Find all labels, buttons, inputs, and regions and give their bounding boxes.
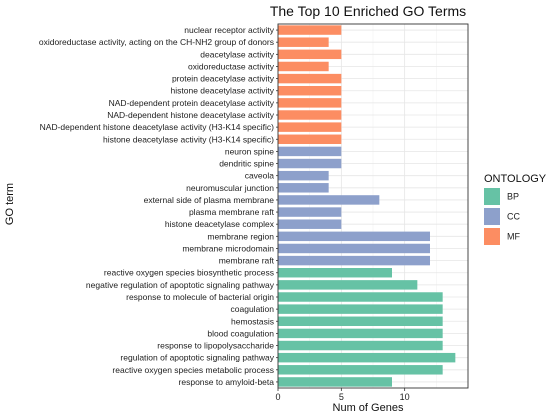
legend-swatch-cc bbox=[484, 208, 500, 225]
bar bbox=[278, 304, 443, 314]
category-label: NAD-dependent histone deacetylase activi… bbox=[107, 110, 275, 120]
category-label: response to amyloid-beta bbox=[179, 377, 275, 387]
category-label: reactive oxygen species metabolic proces… bbox=[112, 365, 274, 375]
category-label: histone deacetylase activity (H3-K14 spe… bbox=[103, 134, 274, 144]
bar bbox=[278, 292, 443, 302]
bar bbox=[278, 37, 329, 47]
x-axis-title: Num of Genes bbox=[333, 402, 404, 414]
bar bbox=[278, 25, 342, 35]
bar bbox=[278, 328, 443, 339]
bar bbox=[278, 158, 342, 169]
category-label: NAD-dependent histone deacetylase activi… bbox=[40, 122, 275, 132]
bar bbox=[278, 377, 392, 387]
category-label: negative regulation of apoptotic signali… bbox=[86, 280, 275, 290]
bar bbox=[278, 122, 342, 132]
category-label: response to molecule of bacterial origin bbox=[126, 292, 274, 302]
x-tick-label: 10 bbox=[400, 392, 410, 402]
category-label: NAD-dependent protein deacetylase activi… bbox=[109, 98, 275, 108]
legend: ONTOLOGY BP CC MF bbox=[484, 173, 547, 245]
category-label: oxidoreductase activity bbox=[188, 61, 275, 71]
bar bbox=[278, 207, 342, 217]
bar bbox=[278, 280, 418, 290]
legend-title: ONTOLOGY bbox=[484, 173, 547, 185]
category-label: membrane region bbox=[207, 231, 274, 241]
panel-border bbox=[277, 23, 469, 389]
category-label: plasma membrane raft bbox=[189, 207, 275, 217]
category-label: dendritic spine bbox=[219, 159, 274, 169]
category-label: coagulation bbox=[231, 304, 275, 314]
category-label: regulation of apoptotic signaling pathwa… bbox=[120, 353, 274, 363]
category-label: response to lipopolysaccharide bbox=[157, 341, 274, 351]
category-label: caveola bbox=[245, 171, 275, 181]
legend-label-cc: CC bbox=[507, 212, 520, 222]
y-axis-title: GO term bbox=[4, 183, 16, 225]
bar bbox=[278, 352, 456, 363]
plot-area: nuclear receptor activity oxidoreductase … bbox=[39, 23, 469, 402]
category-label: membrane raft bbox=[219, 256, 275, 266]
x-tick-label: 5 bbox=[339, 392, 344, 402]
bar bbox=[278, 365, 443, 375]
bar bbox=[278, 110, 342, 120]
category-label: external side of plasma membrane bbox=[144, 195, 275, 205]
bar bbox=[278, 268, 392, 278]
category-label: membrane microdomain bbox=[182, 243, 274, 253]
category-label: histone deacetylase activity bbox=[171, 86, 275, 96]
bar bbox=[278, 134, 342, 144]
bar bbox=[278, 146, 342, 157]
x-tick-label: 0 bbox=[275, 392, 280, 402]
bar bbox=[278, 243, 430, 254]
bar bbox=[278, 61, 329, 72]
legend-label-mf: MF bbox=[507, 232, 520, 242]
category-label: blood coagulation bbox=[207, 328, 274, 338]
bar bbox=[278, 255, 430, 266]
legend-label-bp: BP bbox=[507, 192, 519, 202]
category-label: protein deacetylase activity bbox=[172, 74, 275, 84]
category-label: reactive oxygen species biosynthetic pro… bbox=[104, 268, 274, 278]
category-label: histone deacetylase complex bbox=[165, 219, 275, 229]
bar bbox=[278, 98, 342, 108]
bar bbox=[278, 219, 342, 229]
bar bbox=[278, 183, 329, 193]
category-label: neuron spine bbox=[225, 146, 274, 156]
bar bbox=[278, 195, 380, 205]
legend-swatch-bp bbox=[484, 188, 500, 205]
bar bbox=[278, 86, 342, 96]
category-label: oxidoreductase activity, acting on the C… bbox=[39, 37, 274, 47]
category-label: nuclear receptor activity bbox=[184, 25, 275, 35]
bar bbox=[278, 340, 443, 351]
bar bbox=[278, 316, 443, 326]
category-label: deacetylase activity bbox=[200, 49, 274, 59]
category-label: neuromuscular junction bbox=[186, 183, 274, 193]
chart-title: The Top 10 Enriched GO Terms bbox=[270, 3, 466, 19]
legend-swatch-mf bbox=[484, 228, 500, 245]
bar bbox=[278, 73, 342, 84]
bar bbox=[278, 170, 329, 181]
category-label: hemostasis bbox=[231, 316, 274, 326]
bar bbox=[278, 231, 430, 242]
bar bbox=[278, 49, 342, 60]
